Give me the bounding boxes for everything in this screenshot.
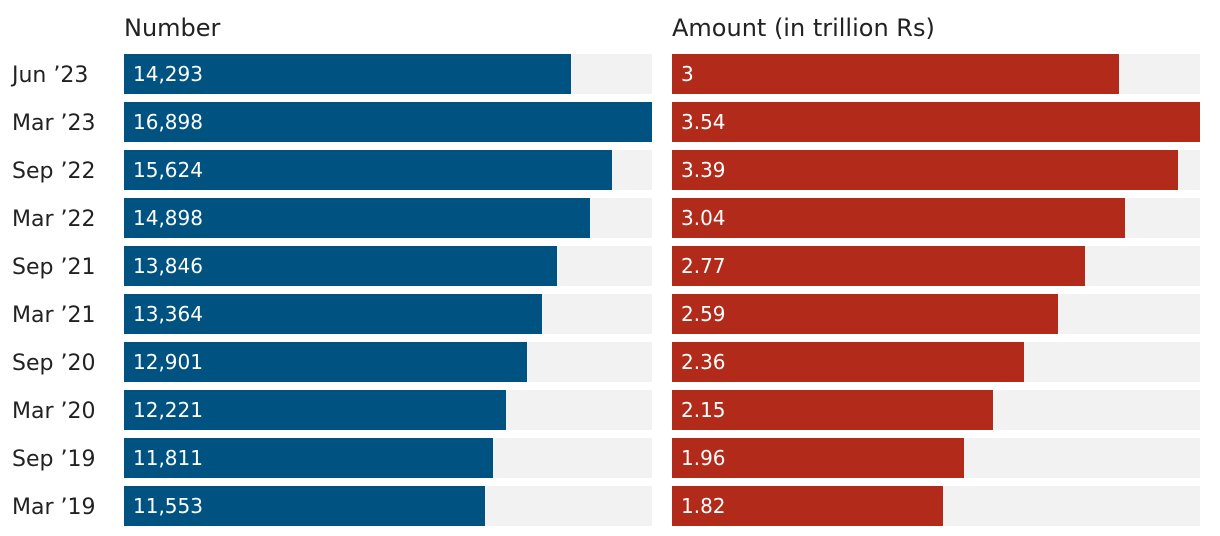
bar [672,486,943,526]
bar-value-label: 2.15 [681,398,726,422]
category-label: Mar ’19 [12,495,96,520]
bar-value-label: 1.96 [681,446,726,470]
bar [672,102,1200,142]
bar-value-label: 11,553 [133,494,203,518]
bar [672,150,1178,190]
bar [124,438,493,478]
bar-value-label: 3.54 [681,110,726,134]
bar [672,246,1085,286]
bar-value-label: 12,221 [133,398,203,422]
bar [672,342,1024,382]
bar-value-label: 11,811 [133,446,203,470]
bar [672,54,1119,94]
bar-value-label: 15,624 [133,158,203,182]
bar [124,150,612,190]
category-label: Sep ’20 [12,351,95,376]
bar-value-label: 3.39 [681,158,726,182]
bar-value-label: 14,293 [133,62,203,86]
category-label: Sep ’22 [12,159,95,184]
bar-value-label: 3.04 [681,206,726,230]
bar-value-label: 16,898 [133,110,203,134]
bar [672,438,964,478]
bar [124,246,557,286]
bar-value-label: 13,364 [133,302,203,326]
bar [124,390,506,430]
bar [124,342,527,382]
bar-value-label: 2.36 [681,350,726,374]
bar [672,294,1058,334]
amount-panel-title: Amount (in trillion Rs) [672,14,935,42]
bar-value-label: 2.59 [681,302,726,326]
amount-panel: 3 3.54 3.39 3.04 2.77 2.59 2.36 2.15 1.96 1.82 [672,54,1200,526]
number-panel-title: Number [124,14,221,42]
category-label: Mar ’20 [12,399,96,424]
category-label: Mar ’21 [12,303,96,328]
bar [124,294,542,334]
row-labels: Jun ’23 Mar ’23 Sep ’22 Mar ’22 Sep ’21 Mar ’… [10,63,96,520]
bar [672,198,1125,238]
bar [124,102,652,142]
category-label: Jun ’23 [10,63,88,88]
bar [124,486,485,526]
category-label: Sep ’21 [12,255,95,280]
category-label: Sep ’19 [12,447,95,472]
number-panel: 14,293 16,898 15,624 14,898 13,846 13,364 12,9… [124,54,652,526]
bar-value-label: 13,846 [133,254,203,278]
category-label: Mar ’23 [12,111,96,136]
bar-value-label: 1.82 [681,494,726,518]
bar [672,390,993,430]
bar-value-label: 3 [681,62,694,86]
bar-value-label: 12,901 [133,350,203,374]
bar-value-label: 14,898 [133,206,203,230]
bar [124,198,590,238]
bar [124,54,571,94]
bar-value-label: 2.77 [681,254,726,278]
category-label: Mar ’22 [12,207,96,232]
